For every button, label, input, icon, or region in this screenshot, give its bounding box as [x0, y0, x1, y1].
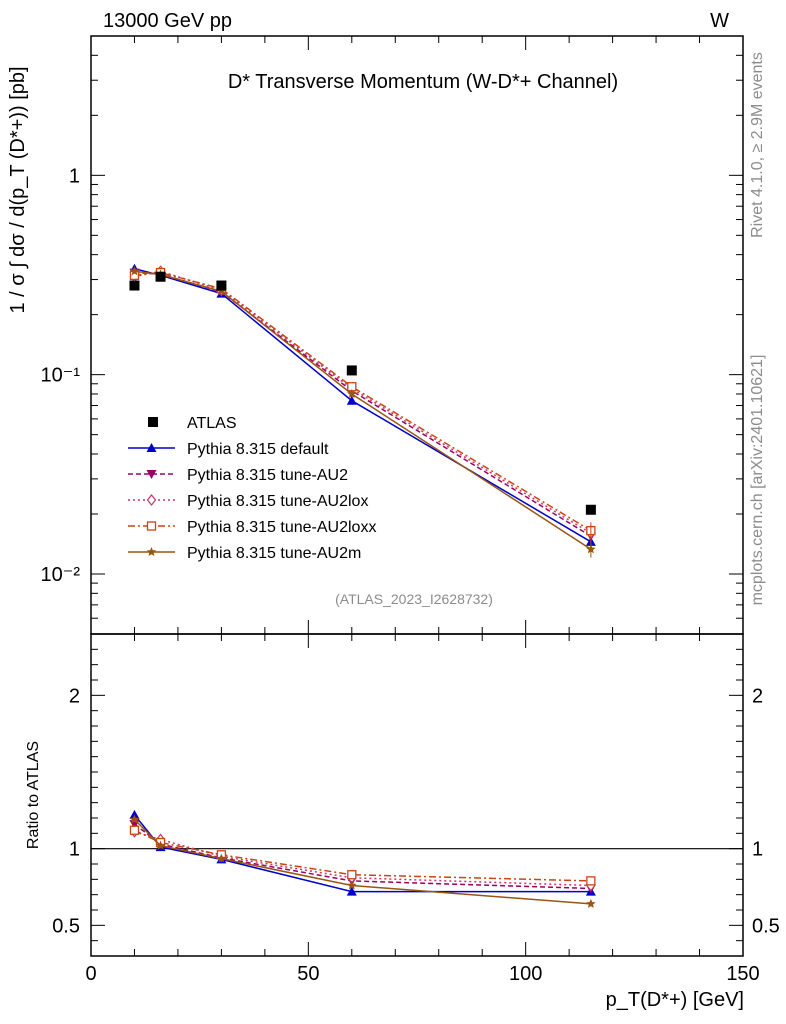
series-point — [216, 286, 227, 296]
legend-marker — [146, 521, 157, 531]
ratio-tick-label: 1 — [752, 839, 763, 861]
series-2 — [129, 265, 596, 892]
ratio-tick-label: 0.5 — [52, 915, 80, 937]
x-tick-label: 100 — [509, 963, 542, 985]
series-ratio-point — [347, 870, 357, 880]
atlas-data-point — [216, 280, 227, 291]
data-series — [129, 263, 596, 908]
y-tick-label: 10⁻¹ — [41, 365, 81, 387]
series-point — [129, 266, 140, 276]
series-1 — [129, 268, 596, 894]
series-ratio-point — [129, 809, 140, 819]
legend-label: Pythia 8.315 tune-AU2loxx — [187, 519, 376, 536]
series-ratio-line — [134, 831, 591, 887]
y-tick-label: 10⁻² — [41, 564, 81, 586]
ratio-plot-frame — [90, 633, 744, 957]
series-ratio-line — [134, 823, 591, 890]
legend-marker — [148, 417, 158, 427]
y-axis-label: 1 / σ ∫ dσ / d(p_T (D*+)) [pb] — [7, 66, 29, 313]
plot-frames — [90, 35, 744, 957]
ratio-tick-label: 1 — [69, 839, 80, 861]
y-tick-label: 1 — [69, 165, 80, 187]
ratio-tick-label: 0.5 — [752, 915, 780, 937]
series-ratio-point — [216, 853, 227, 863]
x-axis-label: p_T(D*+) [GeV] — [606, 989, 744, 1011]
rivet-version-label: Rivet 4.1.0, ≥ 2.9M events — [749, 52, 766, 238]
series-ratio-point — [129, 814, 140, 824]
series-ratio-point — [155, 840, 166, 850]
ratio-y-axis-label: Ratio to ATLAS — [25, 741, 42, 849]
atlas-data-point — [155, 271, 166, 282]
legend-label: Pythia 8.315 tune-AU2 — [187, 467, 348, 484]
x-tick-label: 0 — [85, 963, 96, 985]
series-0 — [129, 263, 596, 896]
legend-marker — [146, 494, 157, 506]
series-ratio-point — [347, 880, 357, 890]
series-4 — [129, 266, 596, 908]
chart-title: D* Transverse Momentum (W-D*+ Channel) — [228, 71, 618, 93]
series-point — [347, 388, 357, 399]
legend: ATLAS Pythia 8.315 default Pythia 8.315 tu… — [128, 415, 376, 562]
legend-label: ATLAS — [187, 415, 237, 432]
mcplots-label: mcplots.cern.ch [arXiv:2401.10621] — [749, 355, 766, 606]
legend-marker — [146, 443, 157, 452]
axis-ticks: 0 50 100 150 10⁻² 10⁻¹ 1 0.5 0.5 1 1 2 2 — [41, 35, 780, 985]
series-ratio-point — [586, 898, 596, 908]
series-ratio-point — [129, 825, 140, 835]
series-ratio-point — [586, 876, 596, 886]
atlas-data — [129, 271, 596, 515]
ratio-tick-label: 2 — [69, 685, 80, 707]
legend-label: Pythia 8.315 default — [187, 441, 329, 458]
x-tick-label: 150 — [726, 963, 759, 985]
legend-marker — [146, 470, 157, 479]
header-process-label: W — [710, 10, 729, 32]
x-tick-label: 50 — [297, 963, 319, 985]
atlas-data-point — [346, 365, 357, 376]
series-3 — [129, 267, 596, 886]
atlas-data-point — [129, 280, 140, 291]
series-point — [346, 395, 357, 405]
header-energy-label: 13000 GeV pp — [103, 10, 232, 32]
analysis-id: (ATLAS_2023_I2628732) — [335, 591, 493, 607]
ratio-tick-label: 2 — [752, 685, 763, 707]
legend-label: Pythia 8.315 tune-AU2lox — [187, 493, 368, 510]
atlas-data-point — [585, 504, 596, 515]
legend-label: Pythia 8.315 tune-AU2m — [187, 545, 361, 562]
series-ratio-point — [346, 886, 357, 896]
legend-marker — [146, 547, 157, 557]
